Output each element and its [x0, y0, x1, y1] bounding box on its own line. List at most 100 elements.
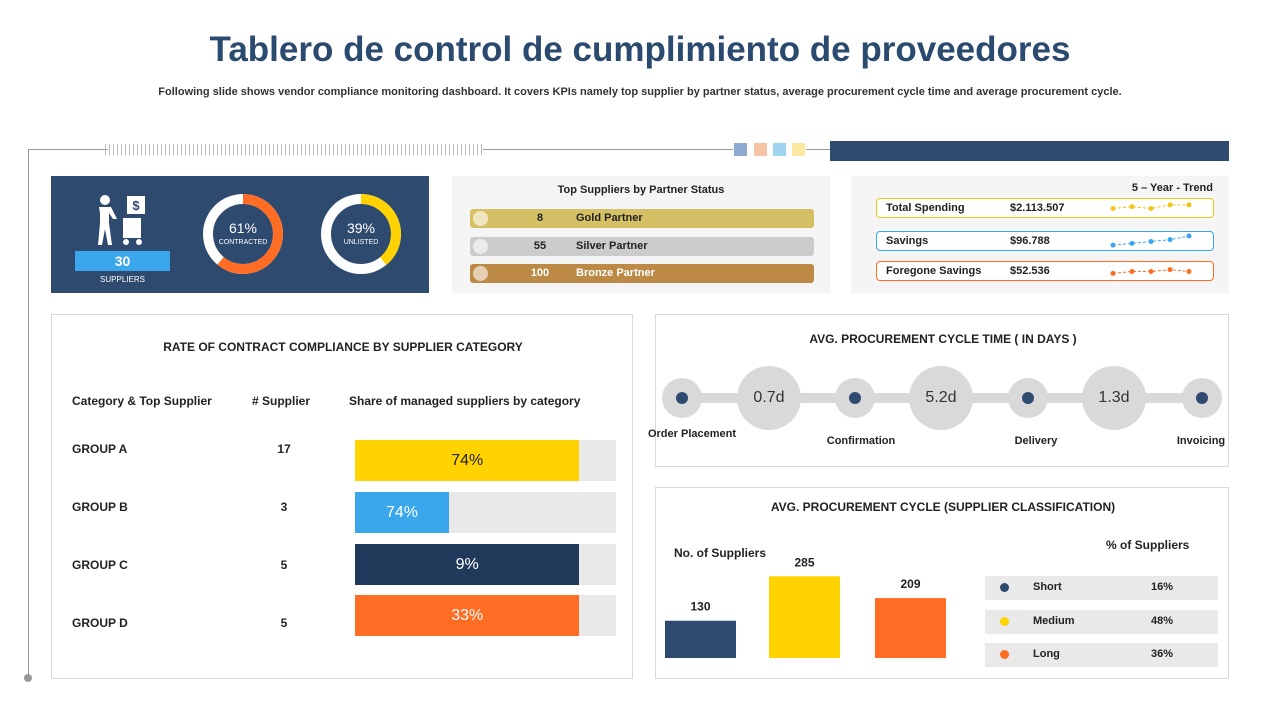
trend-label: Total Spending	[886, 202, 965, 214]
legend-dot	[1000, 617, 1009, 626]
col-count: # Supplier	[252, 394, 311, 408]
group-label: GROUP D	[72, 616, 128, 630]
contracted-donut	[203, 194, 283, 274]
bar-value-label: 130	[690, 600, 710, 614]
legend-pct: 48%	[1151, 615, 1174, 627]
deco-square	[773, 143, 786, 156]
svg-text:$: $	[132, 198, 140, 213]
legend-label: Medium	[1033, 615, 1075, 627]
share-bar-fill: 74%	[355, 492, 449, 533]
partner-label: Bronze Partner	[576, 267, 655, 279]
legend-pct: 36%	[1151, 648, 1174, 660]
supplier-bar-chart: 130 285 209	[665, 558, 946, 658]
partner-label: Silver Partner	[576, 240, 648, 252]
contracted-pct: 61%	[228, 220, 258, 236]
sparkline-point	[1129, 269, 1135, 274]
star-badge-icon	[473, 239, 488, 254]
unlisted-label: UNLISTED	[343, 239, 379, 246]
partner-count: 100	[530, 267, 550, 279]
header-bar	[830, 141, 1229, 161]
trend-value: $52.536	[1010, 265, 1050, 277]
page-subtitle: Following slide shows vendor compliance …	[158, 86, 1122, 98]
legend-label: Short	[1033, 581, 1062, 593]
partner-count: 8	[536, 212, 544, 224]
sparkline-point	[1167, 202, 1173, 208]
legend-row: Short 16%	[985, 576, 1218, 600]
supplier-count: 30	[75, 251, 170, 271]
bar-chart-title: No. of Suppliers	[674, 546, 767, 560]
cycle-time-title: AVG. PROCUREMENT CYCLE TIME ( IN DAYS )	[809, 332, 1077, 346]
trend-label: Savings	[886, 235, 929, 247]
sparkline-point	[1186, 233, 1192, 239]
cycle-class-card: AVG. PROCUREMENT CYCLE (SUPPLIER CLASSIF…	[655, 487, 1229, 679]
sparkline-point	[1148, 206, 1154, 211]
step-label: Confirmation	[826, 435, 896, 447]
trend-sparkline	[1110, 202, 1192, 211]
bar-value-label: 285	[794, 558, 814, 569]
sparkline-point	[1148, 269, 1154, 274]
group-count: 5	[280, 558, 288, 572]
share-bar-label: 9%	[455, 555, 479, 573]
group-label: GROUP C	[72, 558, 128, 572]
sparkline-point	[1110, 206, 1116, 211]
sparkline-point	[1186, 269, 1192, 274]
share-bar: 74%	[355, 440, 616, 481]
sparkline-line	[1112, 204, 1189, 210]
duration-bubble: 5.2d	[909, 366, 973, 430]
sparkline-point	[1129, 204, 1135, 210]
col-category: Category & Top Supplier	[72, 394, 212, 408]
sparkline-point	[1110, 270, 1116, 276]
duration-value: 5.2d	[925, 389, 957, 406]
star-badge-icon	[473, 266, 488, 281]
partner-row-gold: 8 Gold Partner	[470, 209, 814, 228]
step-node	[662, 378, 702, 418]
legend-row: Medium 48%	[985, 610, 1218, 634]
duration-value: 1.3d	[1098, 389, 1130, 406]
trend-value: $96.788	[1010, 235, 1050, 247]
share-bar: 9%	[355, 544, 616, 585]
group-count: 17	[277, 442, 291, 456]
share-bar-fill: 74%	[355, 440, 580, 481]
contracted-arc	[203, 194, 283, 274]
duration-value: 0.7d	[753, 389, 785, 406]
step-label: Invoicing	[1176, 435, 1226, 447]
share-bar-label: 74%	[385, 503, 418, 521]
bar-value-label: 209	[900, 577, 920, 591]
sparkline-line	[1112, 235, 1190, 246]
frame-dot	[24, 674, 32, 682]
partner-label: Gold Partner	[576, 212, 643, 224]
trend-card: 5 – Year - Trend Total Spending $2.113.5…	[851, 176, 1229, 293]
sparkline-point	[1167, 267, 1173, 273]
legend-title: % of Suppliers	[1106, 538, 1190, 552]
step-node	[835, 378, 875, 418]
partner-status-card: Top Suppliers by Partner Status 8 Gold P…	[452, 176, 830, 293]
sparkline-point	[1129, 240, 1135, 246]
hatch-divider	[105, 144, 483, 155]
compliance-title: RATE OF CONTRACT COMPLIANCE BY SUPPLIER …	[163, 340, 523, 354]
step-label: Delivery	[1014, 435, 1058, 447]
group-label: GROUP B	[72, 500, 128, 514]
bar-long	[875, 598, 946, 658]
unlisted-arc	[321, 194, 401, 274]
cycle-class-title: AVG. PROCUREMENT CYCLE (SUPPLIER CLASSIF…	[770, 500, 1116, 514]
legend-label: Long	[1033, 648, 1060, 660]
group-count: 3	[280, 500, 288, 514]
share-bar-fill: 9%	[355, 544, 580, 585]
deco-square	[754, 143, 767, 156]
sparkline-point	[1148, 239, 1154, 244]
divider-line	[806, 149, 830, 150]
step-label: Order Placement	[647, 428, 737, 440]
legend-pct: 16%	[1151, 581, 1174, 593]
supplier-label: SUPPLIERS	[100, 275, 145, 284]
share-bar-fill: 33%	[355, 595, 580, 636]
trend-row-foregone: Foregone Savings $52.536	[876, 261, 1214, 281]
sparkline-line	[1112, 269, 1190, 274]
share-bar-label: 74%	[451, 451, 484, 469]
col-share: Share of managed suppliers by category	[349, 394, 581, 408]
trend-value: $2.113.507	[1010, 202, 1065, 214]
unlisted-donut	[321, 194, 401, 274]
partner-count: 55	[533, 240, 547, 252]
group-label: GROUP A	[72, 442, 128, 456]
duration-bubble: 1.3d	[1082, 366, 1146, 430]
sparkline-point	[1110, 242, 1116, 248]
